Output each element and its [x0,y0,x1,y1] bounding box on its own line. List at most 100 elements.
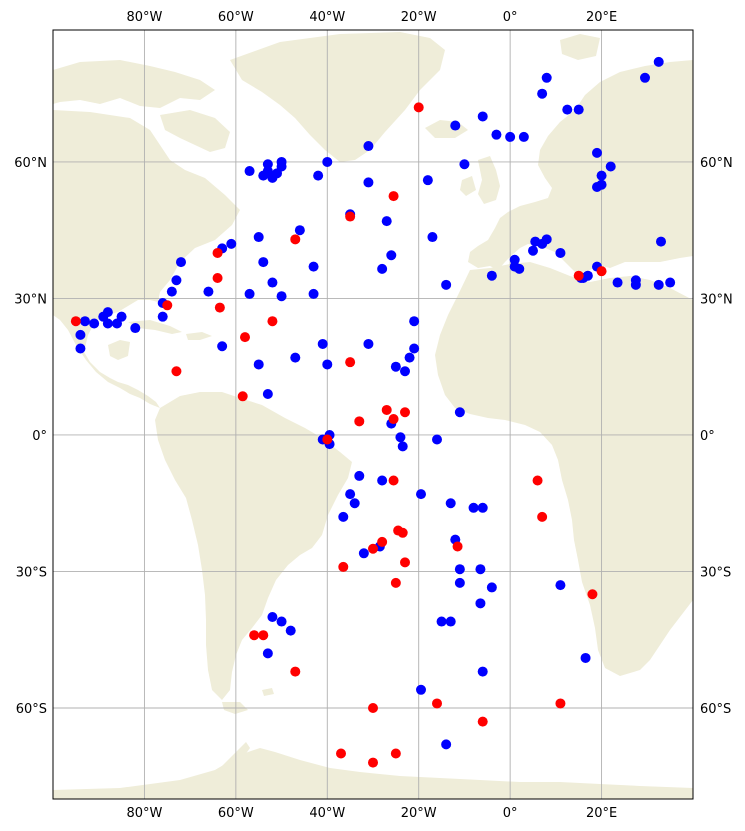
red-station-marker [388,414,399,425]
blue-station-marker [445,616,456,627]
red-station-marker [70,316,81,327]
red-station-marker [290,234,301,245]
svalbard-landmass [560,34,600,60]
blue-station-marker [244,166,255,177]
tick-labels: 80°W 80°W 60°W 60°W 40°W 40°W 20°W 20°W 0° 0° 20°E… [14,10,733,821]
blue-station-marker [308,288,319,299]
lon-label-top: 20°W [401,10,437,25]
blue-station-marker [541,72,552,83]
lat-label-left: 60°S [16,702,47,717]
blue-station-marker [596,179,607,190]
red-station-marker [477,716,488,727]
south-america-landmass [155,392,352,700]
red-station-marker [452,541,463,552]
blue-station-marker [409,316,420,327]
blue-station-marker [582,270,593,281]
blue-station-marker [612,277,623,288]
blue-station-marker [491,129,502,140]
red-station-marker [388,191,399,202]
blue-station-marker [422,175,433,186]
lat-label-right: 60°S [700,702,731,717]
blue-station-marker [258,257,269,268]
antarctica-landmass [53,748,693,799]
red-station-marker [212,247,223,258]
red-station-marker [537,511,548,522]
blue-station-marker [363,141,374,152]
lat-label-left: 30°N [14,292,47,307]
blue-station-marker [477,666,488,677]
blue-station-marker [514,263,525,274]
blue-station-marker [102,318,113,329]
blue-station-marker [505,131,516,142]
red-station-marker [573,270,584,281]
blue-station-marker [562,104,573,115]
blue-station-marker [267,611,278,622]
red-station-marker [400,407,410,418]
europe-landmass [468,60,693,278]
lat-label-left: 30°S [16,565,47,580]
blue-station-marker [555,580,566,591]
red-station-marker [345,211,356,222]
blue-station-marker [416,684,426,695]
red-station-marker [162,300,173,311]
blue-station-marker [395,432,406,443]
blue-station-marker [454,564,465,575]
lon-label-top: 80°W [126,10,162,25]
blue-station-marker [555,247,566,258]
blue-station-marker [404,352,415,363]
blue-station-marker [475,564,486,575]
blue-station-marker [75,343,86,354]
blue-station-marker [381,216,392,227]
blue-station-marker [75,329,86,340]
blue-station-marker [358,548,369,559]
blue-station-marker [253,359,264,370]
red-station-marker [368,543,378,554]
blue-station-marker [596,170,607,181]
blue-station-marker [354,470,365,481]
blue-station-marker [409,343,420,354]
red-station-marker [377,536,388,547]
blue-station-marker [130,323,141,334]
blue-station-marker [454,577,465,588]
lon-label-bottom: 80°W [126,806,162,821]
antarctic-peninsula-landmass [205,742,250,776]
blue-station-marker [441,279,452,290]
blue-station-marker [294,225,305,236]
blue-station-marker [262,389,273,400]
red-station-marker [249,630,260,641]
arabian-landmass [670,300,693,360]
lon-label-bottom: 20°W [401,806,437,821]
blue-station-marker [573,104,584,115]
lon-label-top: 20°E [586,10,617,25]
blue-station-marker [308,261,319,272]
blue-station-marker [486,582,497,593]
lon-label-bottom: 0° [503,806,518,821]
blue-station-marker [276,616,287,627]
blue-station-marker [630,275,641,286]
red-station-marker [381,404,392,415]
blue-station-marker [276,161,287,172]
blue-station-marker [226,238,237,249]
blue-station-marker [580,652,591,663]
great-britain-landmass [478,156,500,204]
red-station-marker [397,527,408,538]
red-station-marker [214,302,225,313]
north-america-landmass [53,110,240,408]
blue-station-marker [262,648,273,659]
red-station-marker [290,666,301,677]
blue-station-marker [345,489,356,500]
blue-station-marker [450,120,461,131]
cuba-landmass [128,320,182,334]
blue-station-marker [432,434,442,445]
lon-label-top: 0° [503,10,518,25]
lon-label-bottom: 20°E [586,806,617,821]
blue-station-marker [363,177,374,188]
blue-station-marker [653,56,664,67]
blue-station-marker [322,359,333,370]
blue-station-marker [486,270,497,281]
blue-station-marker [416,489,426,500]
lon-label-top: 60°W [218,10,254,25]
ireland-landmass [460,176,476,196]
blue-station-marker [528,245,538,256]
blue-station-marker [322,156,333,167]
